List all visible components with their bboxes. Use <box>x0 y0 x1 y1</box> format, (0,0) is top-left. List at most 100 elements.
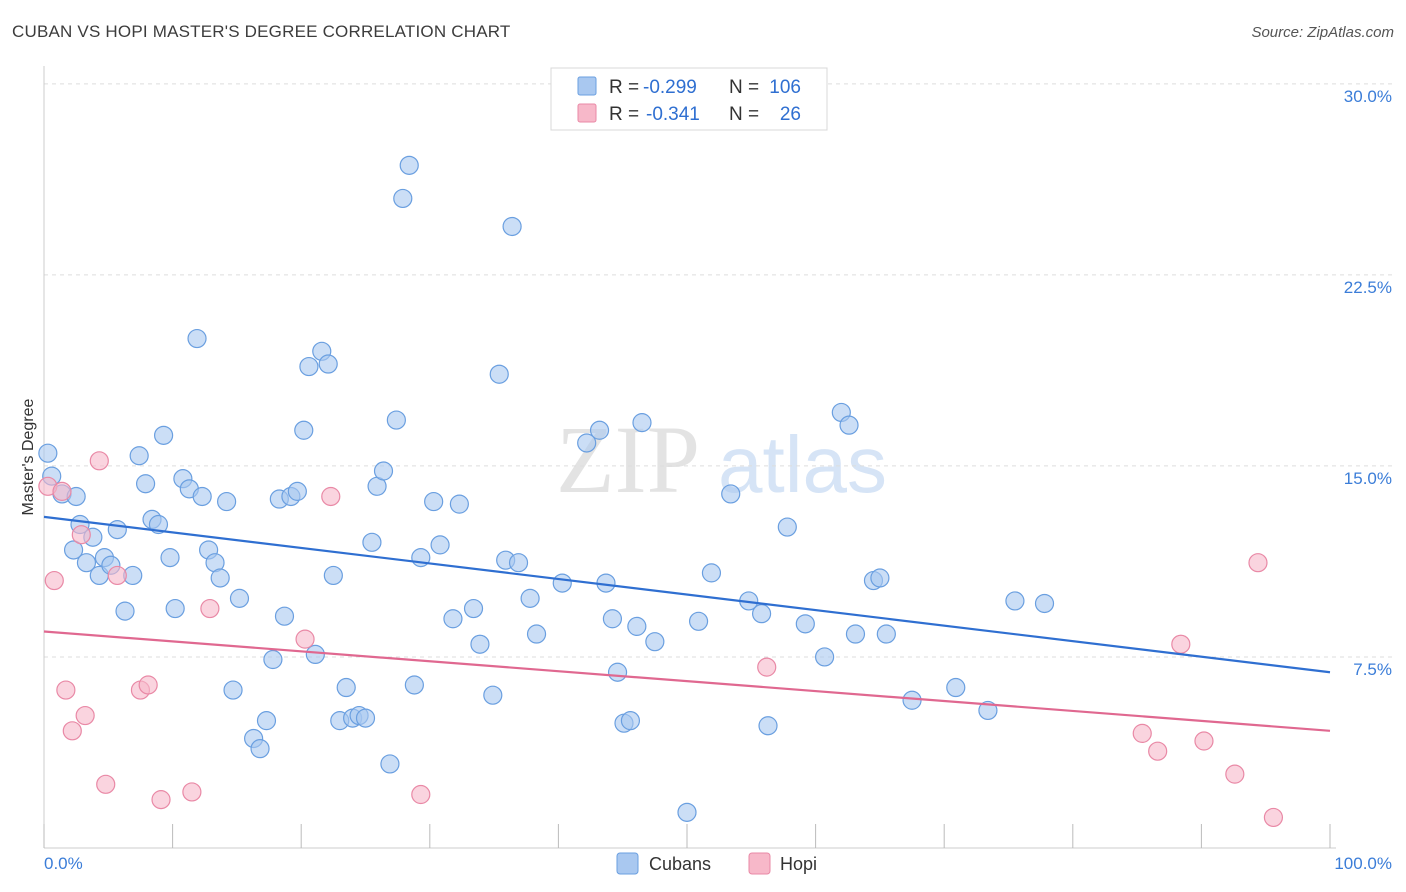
point-cubans <box>795 614 815 634</box>
point-cubans <box>165 598 185 619</box>
point-cubans <box>1034 593 1055 614</box>
point-hopi <box>1263 807 1284 828</box>
point-cubans <box>399 155 419 175</box>
point-cubans <box>470 634 490 654</box>
point-cubans <box>902 690 922 710</box>
point-hopi <box>1225 764 1245 784</box>
bottom-legend-label-hopi: Hopi <box>780 854 817 874</box>
point-cubans <box>148 514 169 535</box>
point-cubans <box>129 446 149 466</box>
point-cubans <box>153 425 174 445</box>
point-cubans <box>449 494 469 514</box>
point-cubans <box>489 364 509 384</box>
x-tick-label-max: 100.0% <box>1334 854 1392 873</box>
point-cubans <box>577 433 597 453</box>
watermark-atlas: atlas <box>718 420 887 509</box>
point-cubans <box>115 601 135 621</box>
y-tick-labels: 7.5% 15.0% 22.5% 30.0% <box>1344 87 1392 679</box>
point-cubans <box>1005 591 1025 611</box>
point-cubans <box>256 711 277 731</box>
point-cubans <box>721 484 741 504</box>
source-credit: Source: ZipAtlas.com <box>1251 24 1394 41</box>
point-cubans <box>645 632 665 652</box>
point-cubans <box>463 598 484 619</box>
legend-r-value-hopi: -0.341 <box>646 104 700 125</box>
series-cubans-points <box>38 155 1055 822</box>
point-hopi <box>96 774 116 794</box>
point-cubans <box>380 754 400 774</box>
point-cubans <box>620 711 641 731</box>
point-hopi <box>200 598 220 619</box>
trendlines <box>43 515 1331 732</box>
point-hopi <box>295 629 315 649</box>
point-cubans <box>758 716 778 736</box>
point-hopi <box>182 782 202 802</box>
legend-swatch-hopi <box>577 103 597 123</box>
point-cubans <box>274 606 295 626</box>
point-cubans <box>373 461 394 481</box>
bottom-legend-swatch-cubans <box>616 852 639 875</box>
point-hopi <box>89 451 109 471</box>
point-hopi <box>1171 634 1191 654</box>
trendline-hopi <box>43 630 1331 732</box>
point-hopi <box>62 721 82 741</box>
y-tick-label: 22.5% <box>1344 278 1392 297</box>
point-hopi <box>1132 723 1152 743</box>
point-hopi <box>1148 741 1168 761</box>
point-cubans <box>701 563 722 583</box>
point-cubans <box>839 415 859 435</box>
watermark: ZIP atlas <box>556 406 887 513</box>
point-cubans <box>589 420 610 440</box>
point-cubans <box>876 624 896 644</box>
bottom-legend-swatch-hopi <box>748 852 771 875</box>
point-cubans <box>323 565 343 586</box>
point-cubans <box>287 481 307 501</box>
point-cubans <box>607 662 628 682</box>
point-cubans <box>526 624 547 644</box>
point-cubans <box>263 649 283 670</box>
legend-n-label-cubans: N = <box>729 77 759 98</box>
point-cubans <box>229 588 250 608</box>
point-cubans <box>502 216 522 237</box>
point-cubans <box>362 532 382 552</box>
legend-swatch-cubans <box>577 76 597 96</box>
point-cubans <box>38 443 58 463</box>
point-cubans <box>210 568 230 588</box>
point-hopi <box>757 657 777 677</box>
point-cubans <box>520 588 540 608</box>
point-cubans <box>217 491 237 512</box>
point-hopi <box>1248 553 1268 573</box>
point-cubans <box>299 356 319 377</box>
point-cubans <box>552 573 572 593</box>
bottom-legend-label-cubans: Cubans <box>649 854 711 874</box>
point-hopi <box>75 705 95 726</box>
legend-box <box>550 67 828 131</box>
point-hopi <box>151 790 171 810</box>
point-cubans <box>424 491 444 512</box>
point-cubans <box>107 519 127 540</box>
point-cubans <box>355 708 376 728</box>
point-cubans <box>430 535 450 555</box>
point-cubans <box>751 604 772 624</box>
point-cubans <box>677 802 697 822</box>
point-cubans <box>223 680 243 700</box>
legend-n-label-hopi: N = <box>729 104 759 125</box>
point-cubans <box>393 188 413 209</box>
point-cubans <box>443 609 463 629</box>
point-cubans <box>627 616 647 636</box>
point-cubans <box>978 700 998 721</box>
point-hopi <box>52 481 72 501</box>
point-cubans <box>318 354 338 374</box>
legend-r-label-cubans: R = <box>609 77 639 98</box>
chart-title: CUBAN VS HOPI MASTER'S DEGREE CORRELATIO… <box>12 22 511 41</box>
point-cubans <box>845 624 866 644</box>
legend-r-value-cubans: -0.299 <box>643 77 697 98</box>
point-cubans <box>632 413 652 433</box>
correlation-legend: R = -0.299 N = 106 R = -0.341 N = 26 <box>550 67 828 131</box>
point-cubans <box>777 517 797 537</box>
point-cubans <box>404 675 424 695</box>
x-ticks <box>43 824 1331 848</box>
point-hopi <box>1194 731 1214 751</box>
trendline-cubans <box>43 515 1331 674</box>
